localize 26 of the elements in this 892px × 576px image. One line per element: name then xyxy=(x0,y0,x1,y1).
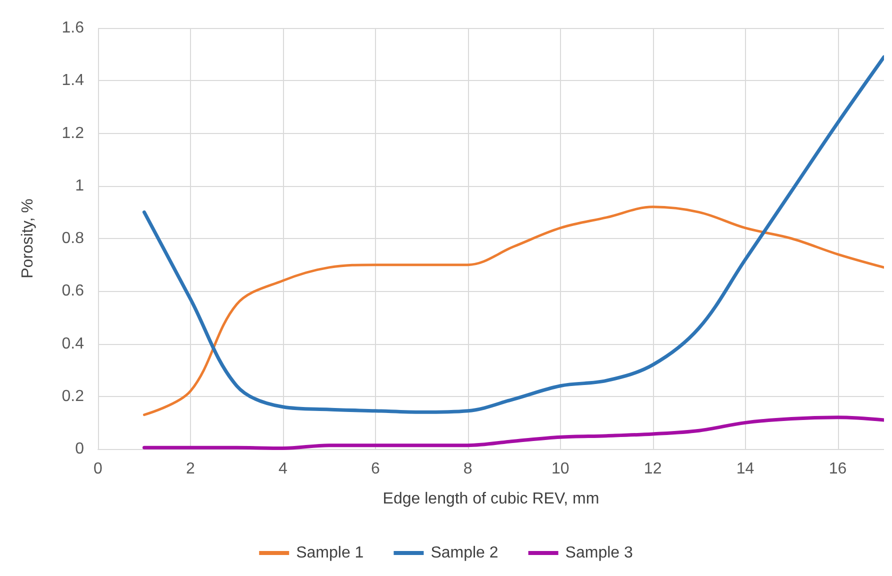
y-tick-label: 1.2 xyxy=(62,124,84,142)
y-tick-label: 1.4 xyxy=(62,72,84,90)
y-tick-label: 0.6 xyxy=(62,282,84,300)
line-series xyxy=(142,206,884,416)
y-tick-label: 1 xyxy=(75,177,84,194)
y-tick-label: 1.6 xyxy=(62,20,84,36)
x-tick-label: 0 xyxy=(94,460,103,478)
x-tick-label: 4 xyxy=(278,460,288,478)
legend-label: Sample 3 xyxy=(565,544,633,562)
y-tick-label: 0.8 xyxy=(62,230,84,247)
x-tick-label: 8 xyxy=(463,460,472,478)
legend-label: Sample 1 xyxy=(296,544,364,562)
y-tick-label: 0.2 xyxy=(62,388,84,405)
line-series xyxy=(142,55,884,414)
legend-label: Sample 2 xyxy=(430,544,498,562)
x-axis-title: Edge length of cubic REV, mm xyxy=(382,490,600,508)
y-tick-label: 0.4 xyxy=(62,335,84,352)
y-tick-label: 0 xyxy=(75,440,84,458)
x-tick-label: 14 xyxy=(736,460,754,478)
line-series xyxy=(142,416,884,450)
x-tick-label: 12 xyxy=(644,460,662,478)
x-tick-label: 6 xyxy=(370,460,380,478)
x-tick-label: 16 xyxy=(828,460,847,478)
x-tick-label: 10 xyxy=(551,460,570,478)
y-axis-title: Porosity, % xyxy=(20,198,36,278)
x-tick-label: 2 xyxy=(186,460,196,478)
